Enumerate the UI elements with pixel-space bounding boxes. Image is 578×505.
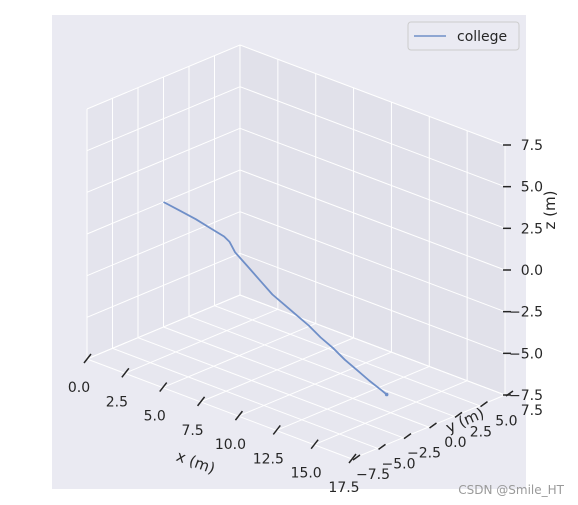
- z-tick-label: −2.5: [509, 305, 543, 321]
- y-tick-label: −2.5: [407, 446, 441, 462]
- x-tick-label: 10.0: [215, 437, 246, 453]
- y-tick-mark: [378, 443, 386, 450]
- x-tick-mark: [272, 424, 281, 435]
- grid-line-z: [86, 86, 241, 152]
- grid-line-z: [86, 211, 241, 277]
- grid-line-z: [86, 294, 241, 360]
- tick-labels: 0.02.55.07.510.012.515.017.5−7.5−5.0−2.5…: [68, 138, 543, 496]
- grid-line-z: [86, 127, 241, 193]
- x-tick-label: 5.0: [144, 409, 166, 425]
- grid-line-z: [239, 294, 506, 396]
- x-tick-label: 15.0: [291, 466, 322, 482]
- y-tick-mark: [352, 454, 361, 461]
- series-layer: [163, 201, 389, 397]
- x-tick-label: 7.5: [181, 423, 203, 439]
- z-tick-label: −7.5: [509, 388, 543, 404]
- watermark: CSDN @Smile_HT: [458, 483, 564, 497]
- x-tick-label: 12.5: [253, 451, 284, 467]
- x-tick-mark: [196, 396, 206, 407]
- grid-line-y: [137, 337, 404, 439]
- legend-label-college: college: [457, 29, 507, 45]
- y-tick-mark: [454, 411, 463, 418]
- z-axis-label: z (m): [541, 191, 559, 230]
- grid-line-z: [86, 44, 241, 110]
- series-end-point: [384, 392, 389, 397]
- grid-line-z: [239, 127, 506, 229]
- y-tick-label: −5.0: [382, 456, 416, 472]
- legend: college: [407, 21, 520, 51]
- z-tick-label: 5.0: [521, 180, 543, 196]
- x-tick-mark: [348, 453, 357, 464]
- legend-box: [407, 21, 520, 51]
- grid-line-z: [239, 211, 506, 313]
- grid-line-y: [214, 305, 480, 407]
- grid-line-z: [239, 252, 506, 354]
- grid-line-z: [239, 169, 506, 271]
- x-tick-label: 2.5: [106, 394, 128, 410]
- x-tick-mark: [121, 367, 130, 378]
- x-tick-mark: [159, 382, 168, 393]
- z-tick-label: 0.0: [521, 263, 543, 279]
- tick-marks: [83, 144, 514, 464]
- grid-line-y: [188, 315, 455, 417]
- y-tick-label: 2.5: [470, 424, 492, 440]
- grid-line-z: [239, 44, 506, 146]
- y-tick-label: 5.0: [495, 414, 517, 430]
- x-tick-mark: [234, 410, 244, 421]
- grid-line-y: [86, 358, 353, 460]
- z-tick-label: 2.5: [521, 221, 543, 237]
- x-tick-mark: [83, 353, 92, 364]
- grid-line-y: [163, 326, 429, 428]
- z-tick-label: 7.5: [521, 138, 543, 154]
- y-tick-label: −7.5: [356, 467, 390, 483]
- y-tick-mark: [403, 433, 412, 440]
- grid-line-y: [112, 347, 378, 449]
- y-tick-label: 7.5: [521, 403, 543, 419]
- y-tick-label: 0.0: [444, 435, 466, 451]
- y-tick-mark: [429, 422, 437, 429]
- y-tick-mark: [480, 401, 488, 408]
- x-tick-label: 0.0: [68, 380, 90, 396]
- x-tick-mark: [310, 439, 319, 450]
- grid-line-z: [239, 86, 506, 188]
- z-tick-label: −5.0: [509, 346, 543, 362]
- series-line-college: [163, 201, 388, 396]
- grid-line-z: [86, 252, 241, 318]
- x-tick-label: 17.5: [328, 480, 359, 496]
